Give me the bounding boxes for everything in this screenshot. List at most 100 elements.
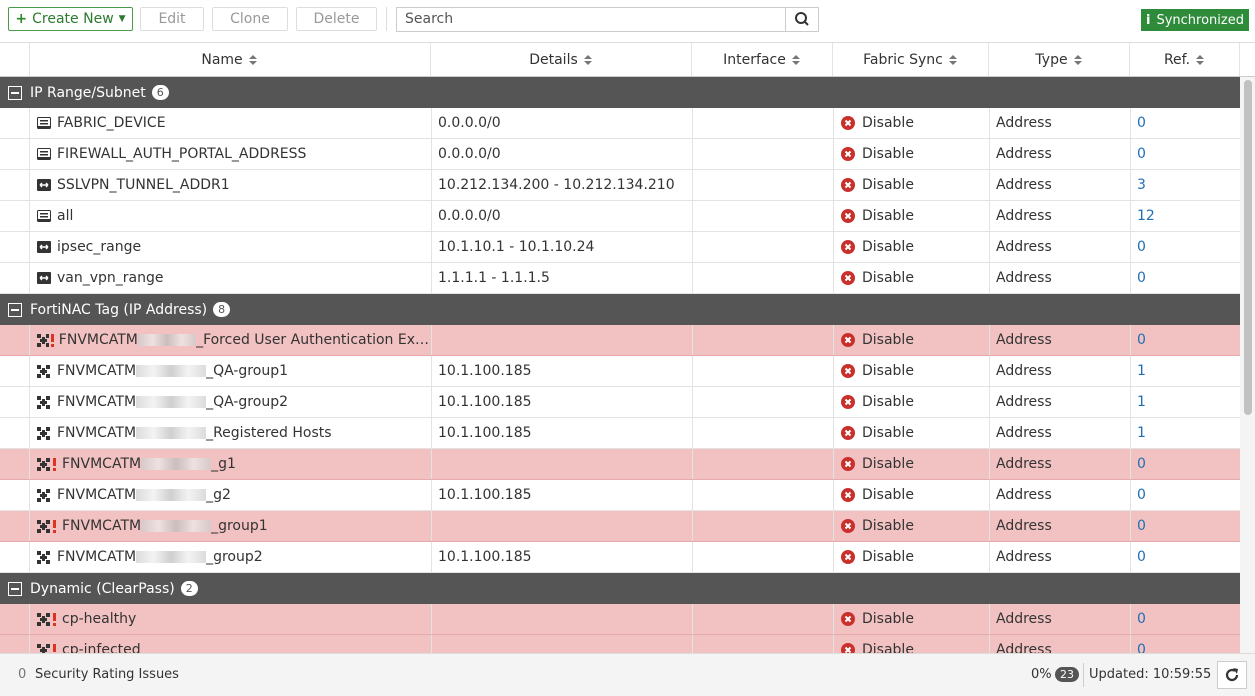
divider [431,604,432,634]
table-row[interactable]: cp-infected Disable Address 0 [0,635,1240,653]
fabric-sync: Disable [862,208,914,224]
name-suffix: _Forced User Authentication Ex… [196,332,429,348]
ref-link[interactable]: 0 [1137,239,1146,255]
table-row[interactable]: SSLVPN_TUNNEL_ADDR1 10.212.134.200 - 10.2… [0,170,1240,201]
fabric-sync: Disable [862,487,914,503]
footer: 0 Security Rating Issues 0% 23 Updated: … [0,653,1255,696]
details: 10.1.100.185 [438,425,532,441]
table-row[interactable]: van_vpn_range 1.1.1.1 - 1.1.1.5 Disable Add… [0,263,1240,294]
table-row[interactable]: FIREWALL_AUTH_PORTAL_ADDRESS 0.0.0.0/0 Dis… [0,139,1240,170]
divider [692,356,693,386]
divider [692,542,693,572]
ref-link[interactable]: 1 [1137,363,1146,379]
divider [989,635,990,653]
table-row[interactable]: FNVMCATM _QA-group2 10.1.100.185 Disable Add… [0,387,1240,418]
ref-link[interactable]: 0 [1137,487,1146,503]
column-header[interactable]: Ref. [1130,43,1240,76]
divider [1130,232,1131,262]
divider [29,170,30,200]
group-title: IP Range/Subnet [30,84,146,101]
name-cell: FNVMCATM _group1 [37,511,429,541]
name-cell: van_vpn_range [37,263,429,293]
table-row[interactable]: FNVMCATM _g2 10.1.100.185 Disable Address 0 [0,480,1240,511]
ref-link[interactable]: 0 [1137,611,1146,627]
table-row[interactable]: FNVMCATM _Registered Hosts 10.1.100.185 Dis… [0,418,1240,449]
ref-link[interactable]: 12 [1137,208,1155,224]
divider [431,480,432,510]
divider [989,108,990,138]
table-row[interactable]: all 0.0.0.0/0 Disable Address 12 [0,201,1240,232]
table-row[interactable]: FNVMCATM _group2 10.1.100.185 Disable Addres… [0,542,1240,573]
search-button[interactable] [785,7,819,32]
name-cell: FNVMCATM _group2 [37,542,429,572]
name: van_vpn_range [57,270,164,286]
name-suffix: _group2 [206,549,263,565]
masked-text [136,365,207,377]
scrollbar [1240,77,1255,653]
updated-time: Updated: 10:59:55 [1089,667,1212,682]
table-row[interactable]: FNVMCATM _QA-group1 10.1.100.185 Disable Add… [0,356,1240,387]
table-row[interactable]: FNVMCATM _group1 Disable Address 0 [0,511,1240,542]
ref-link[interactable]: 0 [1137,549,1146,565]
name-cell: FNVMCATM _Registered Hosts [37,418,429,448]
type: Address [996,456,1052,472]
masked-text [136,396,207,408]
divider [989,480,990,510]
fabric-sync: Disable [862,425,914,441]
group-header[interactable]: IP Range/Subnet 6 [0,77,1240,108]
ref-link[interactable]: 3 [1137,177,1146,193]
ref-link[interactable]: 0 [1137,518,1146,534]
ref-link[interactable]: 0 [1137,270,1146,286]
label: Delete [313,11,360,27]
column-header[interactable]: Interface [692,43,833,76]
table-header: Name Details Interface Fabric Sync Type Ref. [0,42,1255,77]
divider [692,170,693,200]
name: FNVMCATM [57,394,137,410]
edit-button[interactable]: Edit [140,7,204,31]
name: FNVMCATM [57,487,137,503]
column-header[interactable]: Fabric Sync [833,43,989,76]
ref-link[interactable]: 0 [1137,146,1146,162]
column-header[interactable]: Type [989,43,1130,76]
divider [833,480,834,510]
ref-link[interactable]: 0 [1137,115,1146,131]
ref-link[interactable]: 0 [1137,456,1146,472]
column-header[interactable]: Name [29,43,431,76]
type: Address [996,518,1052,534]
group-header[interactable]: Dynamic (ClearPass) 2 [0,573,1240,604]
fabric-sync: Disable [862,270,914,286]
table-row[interactable]: FNVMCATM _g1 Disable Address 0 [0,449,1240,480]
ref-link[interactable]: 1 [1137,425,1146,441]
issues-label[interactable]: Security Rating Issues [35,667,179,682]
ref-link[interactable]: 0 [1137,642,1146,653]
clone-button[interactable]: Clone [212,7,288,31]
type: Address [996,394,1052,410]
table-row[interactable]: FNVMCATM _Forced User Authentication Ex… D… [0,325,1240,356]
fabric-sync: Disable [862,394,914,410]
divider [29,356,30,386]
divider [431,542,432,572]
divider [29,232,30,262]
table-row[interactable]: ipsec_range 10.1.10.1 - 10.1.10.24 Disable… [0,232,1240,263]
create-new-button[interactable]: + Create New ▼ [8,7,133,31]
name: ipsec_range [57,239,142,255]
fabric-sync-cell: Disable [841,511,986,541]
group-header[interactable]: FortiNAC Tag (IP Address) 8 [0,294,1240,325]
divider [1130,356,1131,386]
details: 0.0.0.0/0 [438,146,501,162]
name-suffix: _group1 [211,518,268,534]
ref-link[interactable]: 1 [1137,394,1146,410]
table-row[interactable]: FABRIC_DEVICE 0.0.0.0/0 Disable Address 0 [0,108,1240,139]
search-input[interactable]: Search [396,7,786,32]
label: Edit [158,11,186,27]
refresh-button[interactable] [1217,661,1247,689]
name: FNVMCATM [57,549,137,565]
divider [29,387,30,417]
divider [692,139,693,169]
fabric-sync-cell: Disable [841,542,986,572]
table-row[interactable]: cp-healthy Disable Address 0 [0,604,1240,635]
ref-link[interactable]: 0 [1137,332,1146,348]
name: FNVMCATM [62,456,142,472]
column-header[interactable]: Details [431,43,692,76]
delete-button[interactable]: Delete [296,7,377,31]
